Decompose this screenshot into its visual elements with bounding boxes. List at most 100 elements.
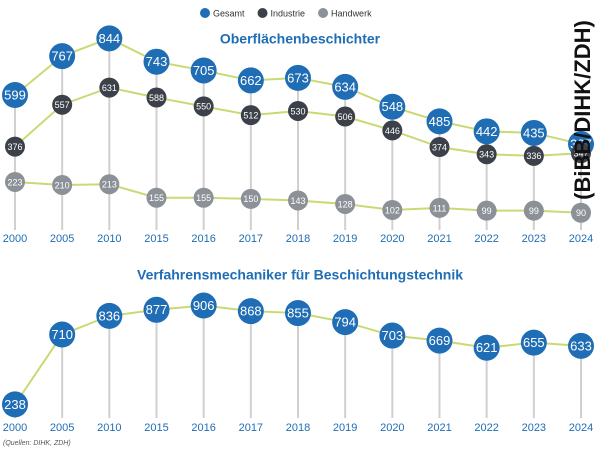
bubble bbox=[382, 199, 403, 220]
value-label: 655 bbox=[523, 335, 545, 350]
bubble bbox=[335, 193, 356, 214]
value-label: 855 bbox=[287, 305, 309, 320]
value-label: 621 bbox=[476, 340, 498, 355]
value-label: 633 bbox=[570, 338, 592, 353]
bubble bbox=[2, 391, 28, 418]
value-label: 143 bbox=[290, 196, 305, 206]
value-label: 343 bbox=[479, 150, 494, 160]
bubble bbox=[429, 197, 450, 218]
bubble bbox=[476, 144, 497, 165]
bubble bbox=[332, 73, 359, 100]
value-label: 213 bbox=[102, 180, 117, 190]
bubble bbox=[240, 188, 261, 209]
value-label: 512 bbox=[243, 111, 258, 121]
bubble bbox=[379, 93, 406, 120]
x-tick-label: 2015 bbox=[144, 233, 168, 245]
x-tick-label: 2023 bbox=[522, 422, 546, 434]
bubble bbox=[99, 77, 120, 98]
x-tick-label: 2005 bbox=[50, 422, 74, 434]
value-label: 767 bbox=[51, 49, 73, 64]
bubble bbox=[237, 298, 264, 325]
bubble bbox=[520, 329, 547, 356]
x-tick-label: 2017 bbox=[239, 233, 263, 245]
bubble bbox=[473, 118, 500, 145]
value-label: 906 bbox=[193, 298, 215, 313]
value-label: 374 bbox=[432, 142, 447, 152]
legend-label: Handwerk bbox=[331, 8, 372, 18]
bubble bbox=[146, 87, 167, 108]
value-label: 669 bbox=[429, 333, 451, 348]
value-label: 435 bbox=[523, 125, 545, 140]
bubble bbox=[2, 82, 28, 109]
bubble bbox=[190, 292, 217, 319]
value-label: 485 bbox=[429, 114, 451, 129]
bubble bbox=[473, 334, 500, 361]
value-label: 868 bbox=[240, 304, 262, 319]
bubble bbox=[288, 100, 308, 121]
chart-title: Verfahrensmechaniker für Beschichtungste… bbox=[137, 267, 463, 283]
value-label: 99 bbox=[529, 206, 539, 216]
x-tick-label: 2020 bbox=[380, 233, 404, 245]
value-label: 90 bbox=[576, 208, 586, 218]
x-tick-label: 2023 bbox=[522, 233, 546, 245]
value-label: 102 bbox=[385, 205, 400, 215]
value-label: 446 bbox=[385, 126, 400, 136]
bubble bbox=[99, 174, 120, 195]
bubble bbox=[285, 64, 311, 91]
bubble bbox=[379, 322, 406, 349]
bubble bbox=[523, 145, 544, 166]
bubble bbox=[476, 200, 497, 221]
value-label: 111 bbox=[433, 203, 447, 213]
value-label: 442 bbox=[476, 124, 498, 139]
value-label: 557 bbox=[55, 100, 70, 110]
bubble bbox=[146, 187, 167, 208]
bubble bbox=[237, 67, 264, 94]
bubble bbox=[520, 119, 547, 146]
bubble bbox=[285, 300, 311, 327]
value-label: 548 bbox=[381, 99, 403, 114]
value-label: 743 bbox=[146, 54, 168, 69]
value-label: 128 bbox=[338, 199, 353, 209]
x-tick-label: 2019 bbox=[333, 422, 357, 434]
x-tick-label: 2017 bbox=[239, 422, 263, 434]
x-tick-label: 2010 bbox=[97, 422, 121, 434]
bubble bbox=[571, 202, 591, 223]
x-tick-label: 2016 bbox=[191, 233, 215, 245]
legend-swatch bbox=[200, 8, 210, 18]
bubble bbox=[426, 108, 453, 135]
x-tick-label: 2022 bbox=[474, 233, 498, 245]
bubble bbox=[5, 171, 25, 192]
legend-swatch bbox=[318, 8, 329, 18]
bubble bbox=[52, 174, 73, 195]
x-tick-label: 2000 bbox=[3, 233, 27, 245]
bubble bbox=[240, 105, 261, 126]
legend-label: Gesamt bbox=[213, 8, 245, 18]
x-tick-label: 2024 bbox=[569, 233, 593, 245]
value-label: 210 bbox=[55, 180, 70, 190]
x-tick-label: 2018 bbox=[286, 422, 310, 434]
x-tick-label: 2016 bbox=[191, 422, 215, 434]
bubble bbox=[335, 106, 356, 127]
value-label: 794 bbox=[334, 315, 356, 330]
x-tick-label: 2005 bbox=[50, 233, 74, 245]
value-label: 336 bbox=[526, 151, 541, 161]
bubble bbox=[96, 302, 123, 329]
value-label: 599 bbox=[4, 87, 26, 102]
value-label: 710 bbox=[51, 327, 73, 342]
bubble bbox=[193, 187, 214, 208]
x-tick-label: 2021 bbox=[427, 422, 451, 434]
value-label: 634 bbox=[334, 79, 356, 94]
bubble bbox=[143, 296, 170, 323]
value-label: 223 bbox=[7, 177, 22, 187]
legend-label: Industrie bbox=[271, 8, 306, 18]
value-label: 150 bbox=[243, 194, 258, 204]
x-tick-label: 2024 bbox=[569, 422, 593, 434]
x-tick-label: 2018 bbox=[286, 233, 310, 245]
bubble bbox=[426, 327, 453, 354]
bubble bbox=[332, 309, 359, 336]
x-tick-label: 2010 bbox=[97, 233, 121, 245]
bubble bbox=[429, 137, 450, 158]
value-label: 238 bbox=[4, 397, 26, 412]
value-label: 506 bbox=[338, 112, 353, 122]
